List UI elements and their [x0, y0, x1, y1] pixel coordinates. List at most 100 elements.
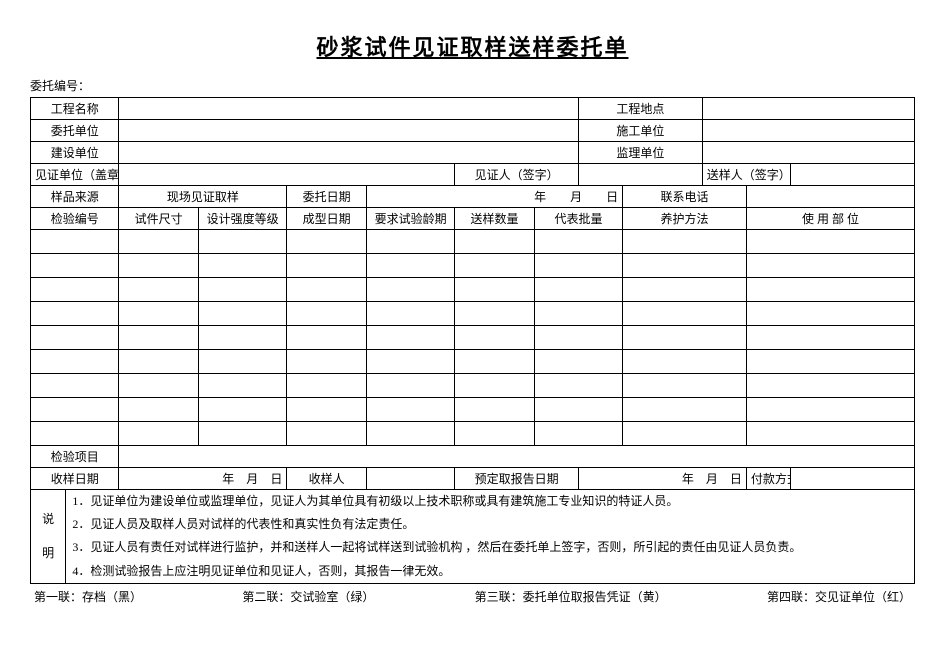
table-row[interactable]: [31, 422, 119, 446]
table-row[interactable]: [287, 422, 367, 446]
table-row[interactable]: [119, 398, 199, 422]
table-row[interactable]: [746, 230, 914, 254]
table-row[interactable]: [623, 254, 747, 278]
table-row[interactable]: [534, 254, 622, 278]
table-row[interactable]: [746, 350, 914, 374]
table-row[interactable]: [119, 374, 199, 398]
table-row[interactable]: [366, 350, 454, 374]
field-project-name[interactable]: [119, 98, 579, 120]
table-row[interactable]: [455, 398, 535, 422]
table-row[interactable]: [366, 302, 454, 326]
table-row[interactable]: [119, 230, 199, 254]
table-row[interactable]: [534, 422, 622, 446]
table-row[interactable]: [623, 230, 747, 254]
field-client-unit[interactable]: [119, 120, 579, 142]
table-row[interactable]: [746, 326, 914, 350]
table-row[interactable]: [746, 398, 914, 422]
table-row[interactable]: [198, 350, 286, 374]
table-row[interactable]: [31, 302, 119, 326]
table-row[interactable]: [366, 422, 454, 446]
table-row[interactable]: [534, 230, 622, 254]
table-row[interactable]: [198, 254, 286, 278]
table-row[interactable]: [746, 254, 914, 278]
table-row[interactable]: [455, 278, 535, 302]
table-row[interactable]: [287, 254, 367, 278]
field-sender[interactable]: [791, 164, 915, 186]
table-row[interactable]: [119, 302, 199, 326]
field-entrust-date[interactable]: 年 月 日: [366, 186, 622, 208]
table-row[interactable]: [31, 350, 119, 374]
table-row[interactable]: [534, 374, 622, 398]
field-report-date[interactable]: 年 月 日: [579, 468, 747, 490]
table-row[interactable]: [287, 326, 367, 350]
field-witness-unit[interactable]: [119, 164, 455, 186]
field-receiver[interactable]: [366, 468, 454, 490]
table-row[interactable]: [198, 326, 286, 350]
table-row[interactable]: [287, 230, 367, 254]
field-build-unit[interactable]: [119, 142, 579, 164]
table-row[interactable]: [198, 422, 286, 446]
table-row[interactable]: [366, 398, 454, 422]
table-row[interactable]: [198, 278, 286, 302]
table-row[interactable]: [287, 278, 367, 302]
table-row[interactable]: [455, 326, 535, 350]
table-row[interactable]: [623, 302, 747, 326]
table-row[interactable]: [119, 350, 199, 374]
table-row[interactable]: [455, 350, 535, 374]
table-row[interactable]: [31, 374, 119, 398]
table-row[interactable]: [119, 254, 199, 278]
table-row[interactable]: [366, 230, 454, 254]
field-phone[interactable]: [746, 186, 914, 208]
field-supervision-unit[interactable]: [702, 142, 914, 164]
table-row[interactable]: [455, 302, 535, 326]
table-row[interactable]: [287, 398, 367, 422]
table-row[interactable]: [455, 230, 535, 254]
label-receive-date: 收样日期: [31, 468, 119, 490]
table-row[interactable]: [287, 374, 367, 398]
table-row[interactable]: [119, 326, 199, 350]
table-row[interactable]: [455, 374, 535, 398]
field-test-item[interactable]: [119, 446, 915, 468]
field-receive-date[interactable]: 年 月 日: [119, 468, 287, 490]
field-payment[interactable]: [791, 468, 915, 490]
table-row[interactable]: [366, 374, 454, 398]
table-row[interactable]: [366, 326, 454, 350]
table-row[interactable]: [31, 398, 119, 422]
table-row[interactable]: [287, 302, 367, 326]
field-project-location[interactable]: [702, 98, 914, 120]
table-row[interactable]: [746, 278, 914, 302]
table-row[interactable]: [746, 374, 914, 398]
table-row[interactable]: [366, 254, 454, 278]
field-witness-person[interactable]: [579, 164, 703, 186]
table-row[interactable]: [31, 254, 119, 278]
table-row[interactable]: [623, 350, 747, 374]
table-row[interactable]: [534, 350, 622, 374]
table-row[interactable]: [534, 398, 622, 422]
table-row[interactable]: [198, 398, 286, 422]
table-row[interactable]: [31, 230, 119, 254]
table-row[interactable]: [455, 254, 535, 278]
table-row[interactable]: [198, 374, 286, 398]
table-row[interactable]: [366, 278, 454, 302]
table-row[interactable]: [534, 278, 622, 302]
table-row[interactable]: [746, 302, 914, 326]
table-row[interactable]: [198, 230, 286, 254]
table-row[interactable]: [534, 326, 622, 350]
table-row[interactable]: [119, 278, 199, 302]
form-title: 砂浆试件见证取样送样委托单: [30, 30, 915, 62]
table-row[interactable]: [746, 422, 914, 446]
table-row[interactable]: [623, 374, 747, 398]
table-row[interactable]: [623, 278, 747, 302]
table-row[interactable]: [119, 422, 199, 446]
table-row[interactable]: [31, 326, 119, 350]
table-row[interactable]: [623, 398, 747, 422]
table-row[interactable]: [534, 302, 622, 326]
copy-4: 第四联：交见证单位（红）: [767, 588, 911, 605]
table-row[interactable]: [455, 422, 535, 446]
table-row[interactable]: [31, 278, 119, 302]
field-construction-unit[interactable]: [702, 120, 914, 142]
table-row[interactable]: [198, 302, 286, 326]
table-row[interactable]: [623, 326, 747, 350]
table-row[interactable]: [623, 422, 747, 446]
table-row[interactable]: [287, 350, 367, 374]
